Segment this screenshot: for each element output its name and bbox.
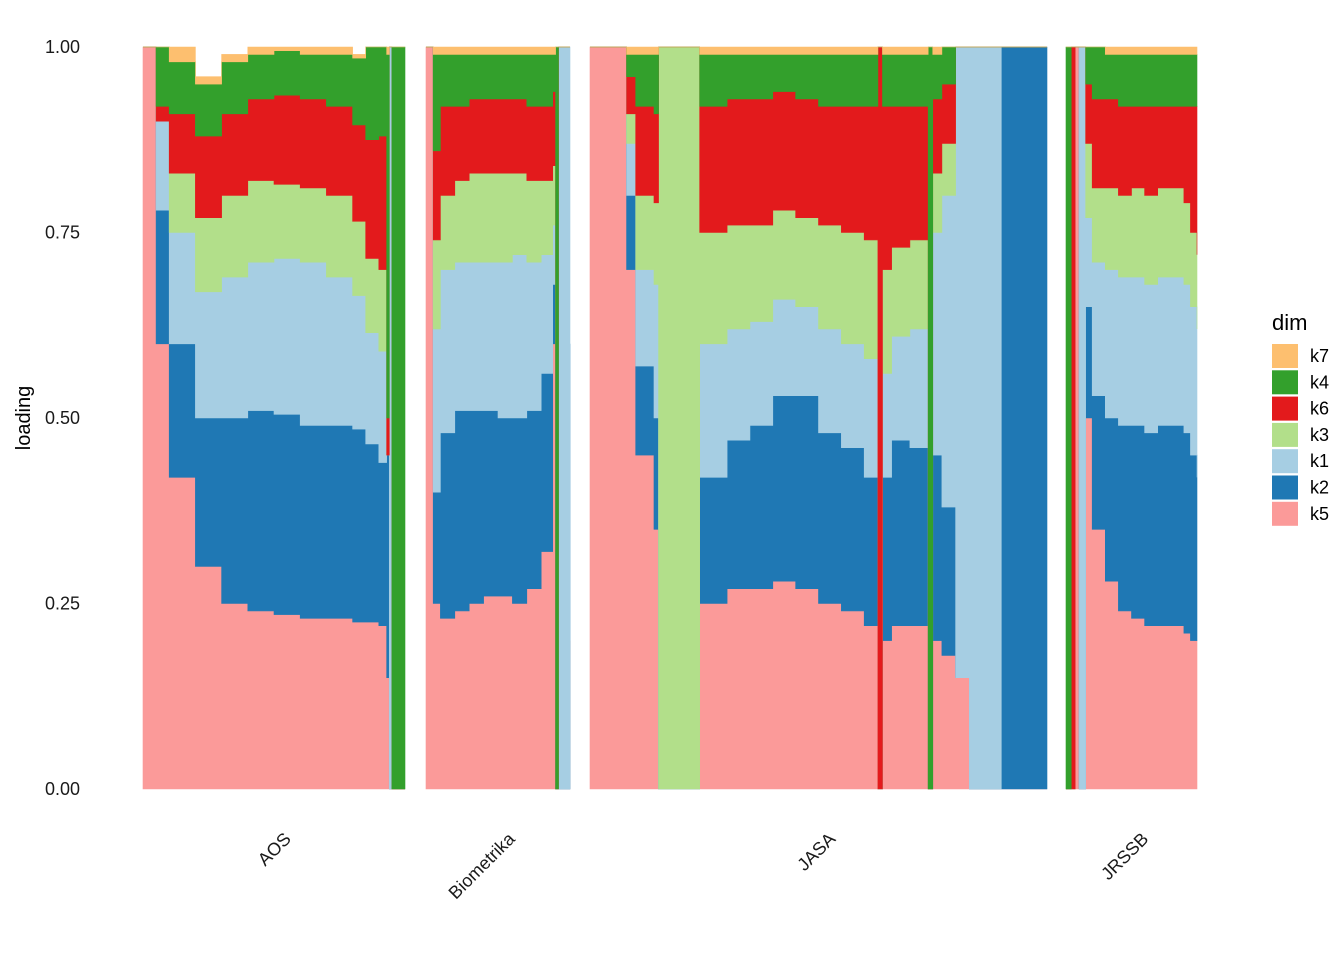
facet-labels: AOS Biometrika JASA JRSSB <box>254 828 1153 903</box>
legend-swatch-k6 <box>1272 396 1298 421</box>
legend-swatch-k3 <box>1272 422 1298 447</box>
legend-swatch-k7 <box>1272 344 1298 368</box>
y-tick-label: 0.50 <box>45 408 80 428</box>
legend-swatch-k1 <box>1272 449 1298 474</box>
area-biometrika-k7 <box>426 46 570 55</box>
legend-label-k6: k6 <box>1310 399 1329 419</box>
legend-label-k7: k7 <box>1310 346 1329 366</box>
facet-label-aos: AOS <box>254 829 295 870</box>
area-aos-k7 <box>143 46 405 85</box>
area-jrssb-k7 <box>1066 46 1198 55</box>
legend-label-k4: k4 <box>1310 372 1329 392</box>
y-tick-label: 0.75 <box>45 223 80 243</box>
y-tick-label: 0.25 <box>45 594 80 614</box>
legend-label-k3: k3 <box>1310 425 1329 445</box>
legend-label-k2: k2 <box>1310 478 1329 498</box>
legend-label-k5: k5 <box>1310 504 1329 524</box>
facet-panel-biometrika <box>425 46 571 790</box>
legend-swatch-k2 <box>1272 475 1298 500</box>
facet-label-jrssb: JRSSB <box>1097 829 1152 884</box>
facet-panels <box>142 46 1198 790</box>
y-tick-label: 0.00 <box>45 779 80 799</box>
area-jasa-k7 <box>590 46 1047 55</box>
legend-swatch-k5 <box>1272 501 1298 526</box>
y-axis-title: loading <box>13 386 35 451</box>
facet-label-jasa: JASA <box>793 829 839 875</box>
legend-label-k1: k1 <box>1310 451 1329 471</box>
facet-panel-jasa <box>589 46 1048 790</box>
facet-panel-aos <box>142 46 406 790</box>
facet-label-biometrika: Biometrika <box>445 828 520 903</box>
y-tick-label: 1.00 <box>45 37 80 57</box>
y-axis: 0.00 0.25 0.50 0.75 1.00 <box>45 37 80 799</box>
legend: dim k7 k4 k6 k3 k1 k2 k5 <box>1272 310 1329 526</box>
legend-title: dim <box>1272 310 1307 335</box>
legend-swatch-k4 <box>1272 370 1298 395</box>
facet-panel-jrssb <box>1065 46 1198 790</box>
